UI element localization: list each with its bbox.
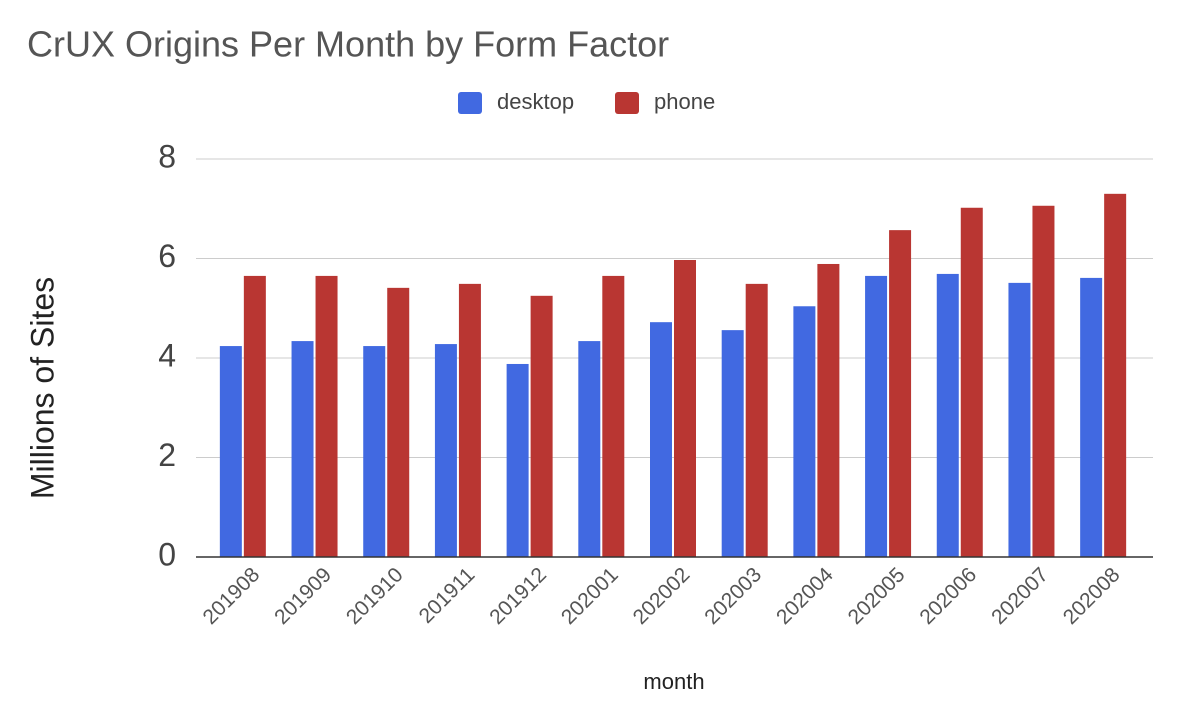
y-tick-label: 8 [158, 138, 176, 174]
x-tick-label: 202005 [844, 563, 910, 629]
bar [506, 363, 529, 557]
y-tick-label: 4 [158, 337, 176, 373]
bar [1008, 282, 1031, 557]
x-tick-label: 201912 [485, 563, 551, 629]
bar [458, 283, 481, 557]
bar [291, 341, 314, 557]
bar [578, 341, 601, 557]
x-tick-label: 202001 [557, 563, 623, 629]
x-tick-label: 201911 [415, 563, 480, 628]
x-tick-label: 202008 [1059, 563, 1125, 629]
legend-label: desktop [497, 89, 574, 114]
legend-swatch [458, 92, 482, 114]
bar [817, 263, 840, 557]
bar [602, 275, 625, 557]
x-tick-label: 201908 [198, 563, 264, 629]
x-axis-title: month [643, 669, 704, 694]
bar [363, 346, 386, 557]
y-axis-title: Millions of Sites [24, 277, 60, 499]
bar [865, 275, 888, 557]
x-tick-label: 201910 [342, 563, 408, 629]
y-tick-label: 0 [158, 536, 176, 572]
x-tick-label: 202004 [772, 563, 838, 629]
legend-label: phone [654, 89, 715, 114]
bar [219, 346, 242, 557]
legend-swatch [615, 92, 639, 114]
bar [315, 275, 338, 557]
x-tick-label: 202006 [915, 563, 981, 629]
x-tick-label: 202002 [629, 563, 695, 629]
chart-title: CrUX Origins Per Month by Form Factor [27, 24, 669, 65]
bar [1104, 193, 1127, 557]
x-tick-label: 202007 [987, 563, 1053, 629]
bar [650, 322, 672, 557]
bar [387, 287, 410, 557]
bar [243, 275, 266, 557]
bar [530, 295, 553, 557]
y-tick-label: 2 [158, 437, 176, 473]
x-tick-label: 202003 [700, 563, 766, 629]
bar [960, 207, 983, 557]
bar [434, 344, 457, 557]
bar [745, 283, 768, 557]
bar [936, 273, 959, 557]
bar [721, 330, 744, 557]
bar [793, 306, 816, 557]
bar [889, 230, 912, 557]
bar [1080, 277, 1103, 557]
y-tick-label: 6 [158, 238, 176, 274]
bar [1032, 205, 1055, 557]
x-tick-label: 201909 [270, 563, 336, 629]
bar [674, 259, 696, 557]
